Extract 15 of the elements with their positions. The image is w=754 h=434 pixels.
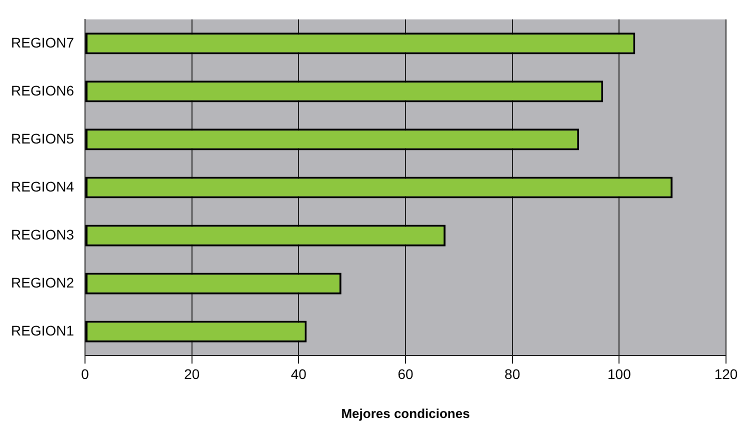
x-tick-label: 120 (714, 366, 738, 382)
x-tick-label: 0 (81, 366, 90, 382)
y-tick-label: REGION3 (11, 226, 74, 242)
y-tick-label: REGION5 (11, 130, 74, 146)
y-tick-label: REGION6 (11, 82, 74, 98)
x-tick-label: 60 (398, 366, 414, 382)
y-tick-label: REGION2 (11, 274, 74, 290)
y-tick-label: REGION7 (11, 34, 74, 50)
y-tick-label: REGION4 (11, 178, 74, 194)
x-tick-label: 40 (290, 366, 307, 382)
y-tick-label: REGION1 (11, 322, 74, 338)
x-axis-title: Mejores condiciones (341, 406, 470, 421)
x-tick-label: 100 (607, 366, 632, 382)
x-tick-label: 20 (184, 366, 200, 382)
x-tick-label: 80 (504, 366, 520, 382)
